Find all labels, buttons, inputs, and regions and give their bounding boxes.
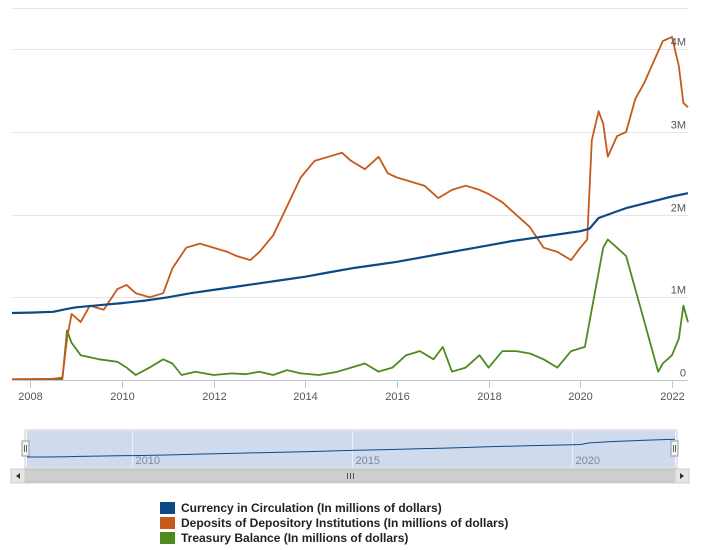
y-tick-label: 4M [671,37,686,49]
series-line-0 [11,192,689,315]
navigator-tick-label: 2010 [136,455,160,467]
y-tick-label: 3M [671,120,686,132]
x-tick-label: 2012 [202,391,226,403]
legend-swatch [160,516,175,529]
legend-item-1[interactable]: Deposits of Depository Institutions (In … [160,515,508,530]
navigator-tick-label: 2015 [356,455,380,467]
scroll-right-button[interactable] [674,468,690,484]
series-line-2 [12,238,689,381]
x-tick-label: 2014 [293,391,317,403]
legend-label: Treasury Balance (In millions of dollars… [181,530,409,545]
scrollbar-grip-icon [347,473,354,479]
x-tick-label: 2010 [110,391,134,403]
legend-label: Currency in Circulation (In millions of … [181,500,442,515]
legend-item-2[interactable]: Treasury Balance (In millions of dollars… [160,530,508,545]
legend-swatch [160,531,175,544]
navigator-series-line [27,438,676,458]
caret-left-icon [16,473,20,479]
caret-right-icon [680,473,684,479]
x-tick-label: 2022 [660,391,684,403]
y-tick-label: 0 [680,368,686,380]
series-lines [11,36,689,381]
x-tick-label: 2018 [477,391,501,403]
y-tick-label: 1M [671,285,686,297]
navigator-tick-label: 2020 [576,455,600,467]
x-axis: 2008 2010 2012 2014 2016 2018 2020 2022 [12,380,688,403]
legend-swatch [160,501,175,514]
legend-item-0[interactable]: Currency in Circulation (In millions of … [160,500,508,515]
y-axis-labels: 0 1M 2M 3M 4M [671,37,686,380]
navigator-selected-range[interactable] [27,431,675,467]
scrollbar[interactable] [10,468,690,484]
x-tick-label: 2008 [18,391,42,403]
x-tick-label: 2020 [568,391,592,403]
legend-label: Deposits of Depository Institutions (In … [181,515,509,530]
range-navigator[interactable]: 2010 2015 2020 [21,429,679,469]
legend: Currency in Circulation (In millions of … [160,500,508,545]
navigator-labels: 2010 2015 2020 [136,455,600,467]
navigator-left-handle[interactable] [21,440,30,457]
series-line-1 [11,36,689,381]
y-tick-label: 2M [671,203,686,215]
navigator-right-handle[interactable] [670,440,679,457]
navigator-gridlines [132,431,573,467]
x-tick-label: 2016 [385,391,409,403]
scroll-left-button[interactable] [10,468,26,484]
gridlines [12,8,688,381]
